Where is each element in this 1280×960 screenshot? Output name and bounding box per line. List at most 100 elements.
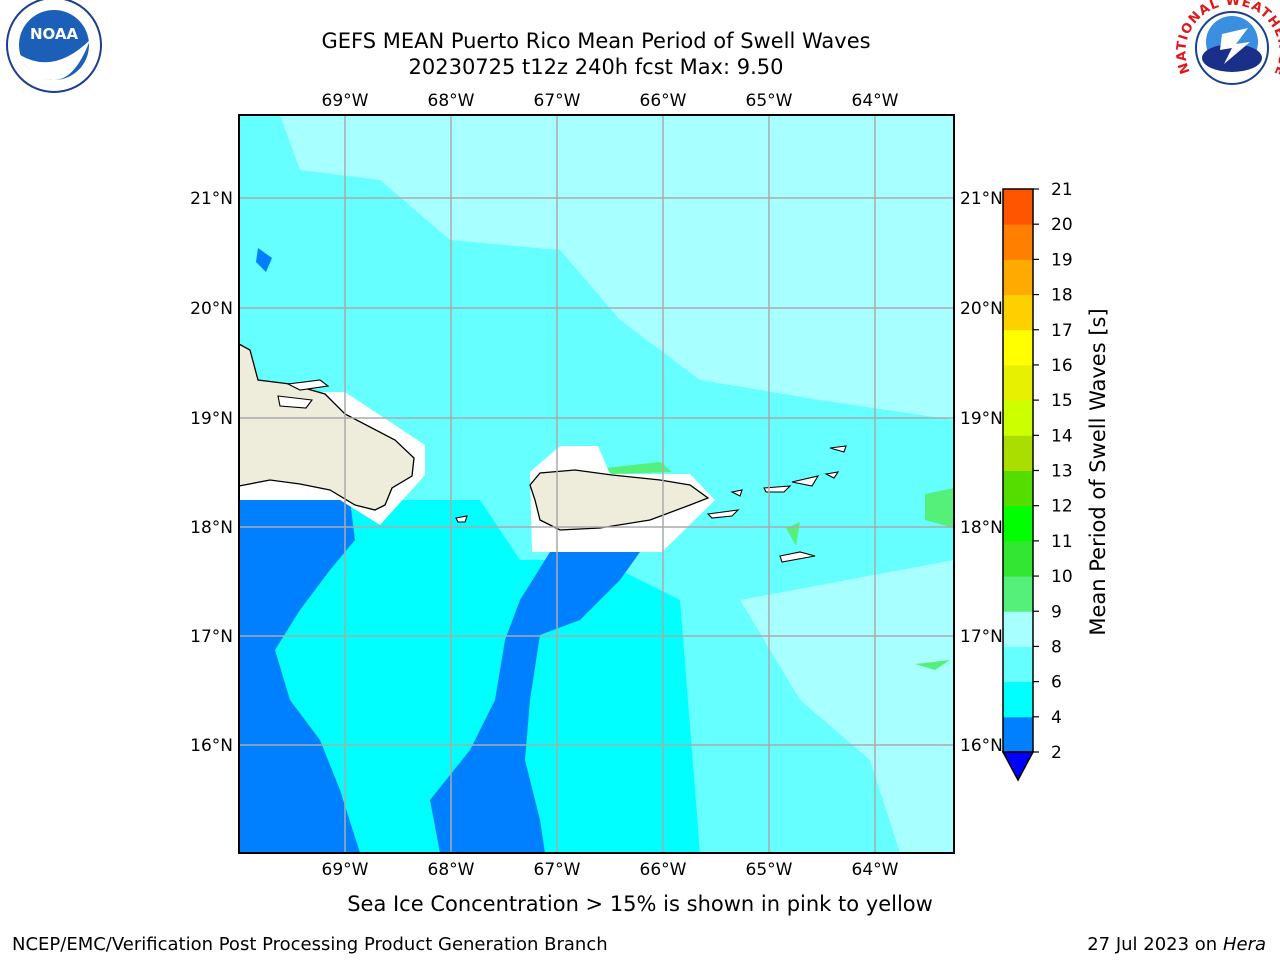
lon-label-top: 69°W: [322, 91, 369, 111]
tortola-island: [791, 475, 820, 487]
lon-label-bottom: 67°W: [534, 860, 581, 880]
lat-labels-left: 21°N 20°N 19°N 18°N 17°N 16°N: [190, 189, 233, 756]
lat-labels-right: 21°N 20°N 19°N 18°N 17°N 16°N: [960, 189, 1003, 756]
vieques-island: [706, 509, 740, 519]
colorbar-tick-label: 8: [1051, 637, 1062, 657]
lon-label-top: 64°W: [852, 91, 899, 111]
colorbar-tick-label: 21: [1051, 180, 1073, 200]
lat-label-left: 16°N: [190, 736, 233, 756]
colorbar-segment: [1003, 716, 1033, 753]
colorbar-tick-label: 15: [1051, 391, 1073, 411]
swell-region-light-north: [280, 115, 954, 420]
virgin-gorda-island: [824, 471, 840, 479]
st-croix-island: [779, 551, 816, 563]
colorbar-segment: [1003, 681, 1033, 718]
lon-label-top: 68°W: [428, 91, 475, 111]
mona-island: [455, 515, 468, 523]
sea-ice-caption: Sea Ice Concentration > 15% is shown in …: [347, 892, 933, 916]
colorbar-segment: [1003, 400, 1033, 436]
footer-host: Hera: [1223, 934, 1266, 955]
colorbar: 2 4 6 8 9 10 11 12 13 14 15 16 17 18 19 20 21: [1001, 180, 1073, 782]
colorbar-tick-label: 11: [1051, 532, 1073, 552]
lat-label-left: 20°N: [190, 299, 233, 319]
colorbar-tick-label: 17: [1051, 321, 1073, 341]
lon-labels-top: 69°W 68°W 67°W 66°W 65°W 64°W: [322, 91, 899, 111]
st-thomas-island: [763, 485, 792, 493]
colorbar-tick-label: 10: [1051, 567, 1073, 587]
colorbar-label: Mean Period of Swell Waves [s]: [1086, 308, 1110, 635]
colorbar-tick-label: 13: [1051, 462, 1073, 482]
lon-label-top: 67°W: [534, 91, 581, 111]
swell-region-light-southeast: [740, 560, 954, 853]
colorbar-segment: [1003, 646, 1033, 683]
lat-label-right: 20°N: [960, 299, 1003, 319]
lon-label-bottom: 68°W: [428, 860, 475, 880]
lon-label-bottom: 66°W: [640, 860, 687, 880]
map-frame: [238, 114, 955, 854]
lat-label-right: 16°N: [960, 736, 1003, 756]
colorbar-segment: [1003, 224, 1033, 260]
hispaniola-land: [238, 342, 415, 511]
colorbar-segment: [1003, 259, 1033, 296]
map-panel: [238, 114, 955, 854]
lat-label-right: 19°N: [960, 409, 1003, 429]
colorbar-under-triangle: [1001, 751, 1035, 782]
lat-label-left: 17°N: [190, 627, 233, 647]
colorbar-segment: [1003, 189, 1033, 225]
colorbar-tick-label: 20: [1051, 215, 1073, 235]
noaa-logo: NOAA: [6, 0, 102, 93]
colorbar-segment: [1003, 576, 1033, 612]
footer-date-text: 27 Jul 2023 on: [1087, 934, 1223, 955]
noaa-logo-text: NOAA: [30, 25, 79, 43]
tortuga-island: [277, 395, 314, 409]
culebra-island: [730, 489, 743, 497]
colorbar-segment: [1003, 294, 1033, 331]
swell-region-green-east: [925, 488, 954, 528]
lon-labels-bottom: 69°W 68°W 67°W 66°W 65°W 64°W: [322, 860, 899, 880]
footer-branch: NCEP/EMC/Verification Post Processing Pr…: [12, 934, 608, 955]
lon-label-top: 65°W: [746, 91, 793, 111]
chart-title-line2: 20230725 t12z 240h fcst Max: 9.50: [408, 55, 784, 79]
lon-label-top: 66°W: [640, 91, 687, 111]
swell-region-green-pr: [605, 462, 672, 474]
lat-label-right: 18°N: [960, 518, 1003, 538]
footer-date: 27 Jul 2023 on Hera: [1087, 934, 1266, 955]
colorbar-segment: [1003, 364, 1033, 401]
colorbar-segment: [1003, 470, 1033, 507]
swell-region-dark-channel: [430, 552, 640, 853]
colorbar-tick-label: 2: [1051, 743, 1062, 763]
lat-label-left: 18°N: [190, 518, 233, 538]
lat-label-right: 17°N: [960, 627, 1003, 647]
colorbar-tick-label: 16: [1051, 356, 1073, 376]
swell-region-green-vi: [786, 522, 800, 546]
colorbar-segment: [1003, 611, 1033, 647]
lon-label-bottom: 65°W: [746, 860, 793, 880]
colorbar-tick-label: 19: [1051, 250, 1073, 270]
lat-label-left: 19°N: [190, 409, 233, 429]
map-gridlines: [239, 115, 954, 853]
colorbar-tick-label: 14: [1051, 426, 1073, 446]
chart-title-line1: GEFS MEAN Puerto Rico Mean Period of Swe…: [321, 29, 871, 53]
nws-logo: NATIONAL WEATHER SERVICE: [0, 0, 1280, 100]
anegada-island: [829, 445, 847, 453]
swell-region-dark-west: [239, 500, 360, 853]
lon-label-bottom: 64°W: [852, 860, 899, 880]
colorbar-tick-label: 4: [1051, 708, 1062, 728]
colorbar-segment: [1003, 329, 1033, 366]
colorbar-tick-label: 6: [1051, 673, 1062, 693]
swell-region-dark-spot: [256, 248, 272, 272]
lat-label-left: 21°N: [190, 189, 233, 209]
hispaniola-north-islet: [286, 379, 330, 391]
svg-text:NATIONAL WEATHER SERVICE: NATIONAL WEATHER SERVICE: [0, 0, 1280, 79]
lat-label-right: 21°N: [960, 189, 1003, 209]
colorbar-tick-label: 12: [1051, 497, 1073, 517]
colorbar-segment: [1003, 540, 1033, 577]
swell-region-green-se: [915, 660, 950, 670]
colorbar-segment: [1003, 505, 1033, 542]
colorbar-tick-label: 18: [1051, 286, 1073, 306]
colorbar-segment: [1003, 435, 1033, 471]
colorbar-tick-label: 9: [1051, 602, 1062, 622]
nws-logo-ring-text: NATIONAL WEATHER SERVICE: [0, 0, 1280, 79]
lon-label-bottom: 69°W: [322, 860, 369, 880]
